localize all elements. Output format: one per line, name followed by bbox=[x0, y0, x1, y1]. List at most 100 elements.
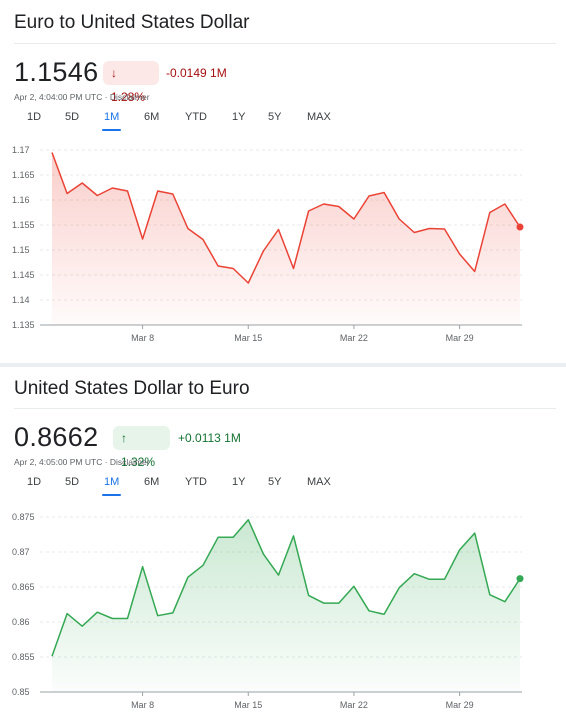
data-point bbox=[79, 623, 85, 629]
data-point bbox=[426, 226, 432, 232]
tab-5y[interactable]: 5Y bbox=[268, 111, 282, 123]
data-point bbox=[245, 280, 251, 286]
tab-6m[interactable]: 6M bbox=[144, 476, 160, 488]
series-line bbox=[51, 152, 521, 284]
data-point bbox=[396, 585, 402, 591]
data-point bbox=[155, 188, 161, 194]
pair-title: Euro to United States Dollar bbox=[14, 12, 250, 33]
data-point bbox=[49, 653, 55, 659]
data-point bbox=[291, 266, 297, 272]
data-point bbox=[276, 227, 282, 233]
x-tick-label: Mar 15 bbox=[234, 333, 262, 343]
data-point bbox=[472, 269, 478, 275]
data-point bbox=[426, 576, 432, 582]
tab-1m[interactable]: 1M bbox=[101, 476, 122, 496]
y-tick-label: 1.14 bbox=[12, 295, 30, 305]
tab-max[interactable]: MAX bbox=[307, 111, 331, 123]
data-point bbox=[215, 534, 221, 540]
data-point bbox=[185, 226, 191, 232]
tab-ytd[interactable]: YTD bbox=[185, 111, 207, 123]
tab-1y[interactable]: 1Y bbox=[232, 111, 246, 123]
tab-6m[interactable]: 6M bbox=[144, 111, 160, 123]
y-tick-label: 1.145 bbox=[12, 270, 35, 280]
tab-ytd[interactable]: YTD bbox=[185, 476, 207, 488]
data-point bbox=[170, 610, 176, 616]
y-tick-label: 0.87 bbox=[12, 547, 30, 557]
data-point bbox=[200, 237, 206, 243]
last-point-marker bbox=[516, 223, 524, 231]
data-point bbox=[457, 251, 463, 257]
title-divider bbox=[14, 408, 556, 409]
data-point bbox=[94, 609, 100, 615]
data-point bbox=[260, 551, 266, 557]
tab-1m[interactable]: 1M bbox=[101, 111, 122, 131]
data-point bbox=[366, 193, 372, 199]
usd-eur-chart[interactable]: 0.875 0.87 0.865 0.86 0.855 0.85 Mar 8 Mar 15 Ma… bbox=[0, 503, 566, 720]
tab-max[interactable]: MAX bbox=[307, 476, 331, 488]
data-point bbox=[351, 216, 357, 222]
x-tick-label: Mar 15 bbox=[234, 700, 262, 710]
absolute-change-text: +0.0113 1M bbox=[178, 431, 241, 445]
data-point bbox=[64, 611, 70, 617]
tab-1y[interactable]: 1Y bbox=[232, 476, 246, 488]
x-tick-label: Mar 8 bbox=[131, 333, 154, 343]
data-point bbox=[502, 599, 508, 605]
percent-change-badge: ↓ 1.28% bbox=[103, 61, 159, 104]
data-point bbox=[396, 216, 402, 222]
y-tick-label: 1.16 bbox=[12, 195, 30, 205]
data-point bbox=[94, 193, 100, 199]
title-divider bbox=[14, 43, 556, 44]
data-point bbox=[351, 583, 357, 589]
data-point bbox=[245, 517, 251, 523]
area-fill bbox=[52, 519, 520, 692]
tab-5y[interactable]: 5Y bbox=[268, 476, 282, 488]
data-point bbox=[487, 592, 493, 598]
data-point bbox=[64, 191, 70, 197]
section-divider bbox=[0, 363, 566, 367]
area-fill bbox=[52, 152, 520, 325]
data-point bbox=[336, 600, 342, 606]
y-tick-label: 0.855 bbox=[12, 652, 35, 662]
tab-5d[interactable]: 5D bbox=[65, 476, 80, 488]
data-point bbox=[366, 608, 372, 614]
x-tick-label: Mar 29 bbox=[446, 333, 474, 343]
y-tick-label: 1.15 bbox=[12, 245, 30, 255]
data-point bbox=[502, 201, 508, 207]
data-point bbox=[185, 574, 191, 580]
data-point bbox=[321, 600, 327, 606]
data-point bbox=[306, 592, 312, 598]
x-tick-label: Mar 8 bbox=[131, 700, 154, 710]
y-tick-label: 0.85 bbox=[12, 687, 30, 697]
timestamp-disclaimer: Apr 2, 4:04:00 PM UTC · Disclaimer bbox=[14, 92, 150, 102]
eur-usd-chart[interactable]: 1.17 1.165 1.16 1.155 1.15 1.145 1.14 1.135 Mar … bbox=[0, 140, 566, 362]
x-tick-label: Mar 29 bbox=[446, 700, 474, 710]
tab-1d[interactable]: 1D bbox=[27, 111, 42, 123]
eur-usd-panel: Euro to United States Dollar 1.1546 ↓ 1.… bbox=[0, 12, 566, 362]
y-tick-label: 1.155 bbox=[12, 220, 35, 230]
data-point bbox=[411, 571, 417, 577]
data-point bbox=[381, 611, 387, 617]
x-tick-label: Mar 22 bbox=[340, 700, 368, 710]
percent-change-badge: ↑ 1.32% bbox=[113, 426, 170, 469]
data-point bbox=[411, 230, 417, 236]
usd-eur-panel: United States Dollar to Euro 0.8662 ↑ 1.… bbox=[0, 368, 566, 720]
data-point bbox=[125, 188, 131, 194]
data-point bbox=[200, 562, 206, 568]
data-point bbox=[170, 191, 176, 197]
data-point bbox=[230, 534, 236, 540]
y-tick-label: 1.165 bbox=[12, 170, 35, 180]
tab-1d[interactable]: 1D bbox=[27, 476, 42, 488]
data-point bbox=[140, 564, 146, 570]
absolute-change-text: -0.0149 1M bbox=[166, 66, 227, 80]
data-point bbox=[381, 190, 387, 196]
tab-5d[interactable]: 5D bbox=[65, 111, 80, 123]
data-point bbox=[260, 248, 266, 254]
y-tick-label: 0.86 bbox=[12, 617, 30, 627]
y-tick-label: 0.875 bbox=[12, 512, 35, 522]
data-point bbox=[276, 572, 282, 578]
exchange-rate-price: 0.8662 bbox=[14, 422, 99, 452]
data-point bbox=[49, 150, 55, 156]
data-point bbox=[79, 180, 85, 186]
data-point bbox=[215, 263, 221, 269]
data-point bbox=[109, 185, 115, 191]
